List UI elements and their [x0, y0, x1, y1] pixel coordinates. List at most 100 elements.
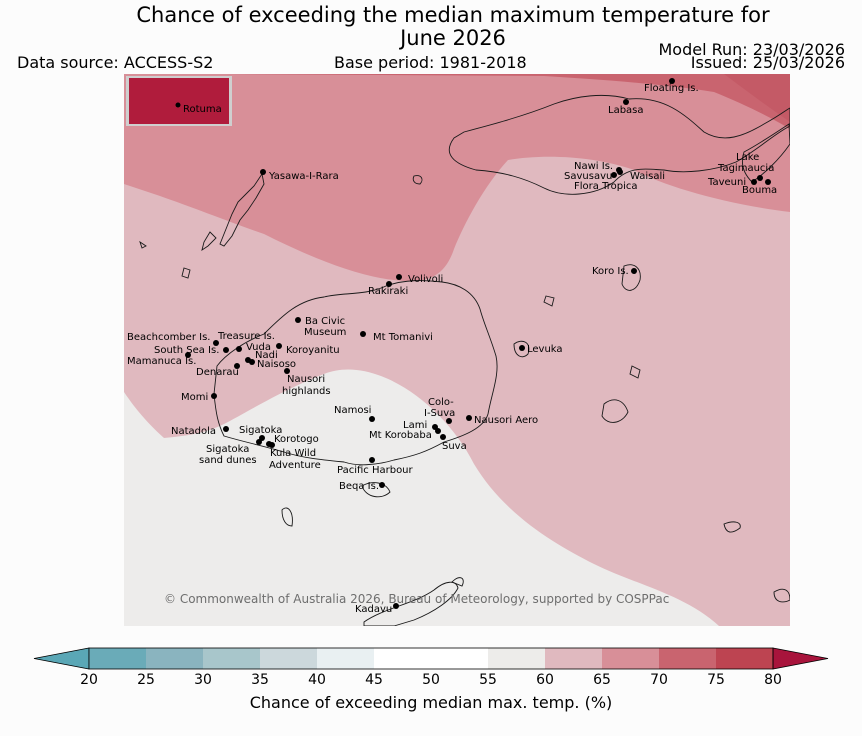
yasawa-coast	[219, 172, 265, 247]
islet	[412, 175, 423, 185]
marker-nausori-aero	[466, 415, 472, 421]
marker-volivoli	[396, 274, 402, 280]
forecast-map: Rotuma	[124, 74, 790, 626]
ovalau-coast	[513, 340, 530, 358]
label-lake: Lake	[736, 152, 759, 163]
label-nausori-aero: Nausori Aero	[474, 415, 538, 426]
marker-floating-is	[669, 78, 675, 84]
label-naisoso: Naisoso	[257, 359, 296, 370]
label-momi: Momi	[181, 392, 208, 403]
zone-65-70	[124, 74, 790, 282]
label-mamanuca-is: Mamanuca Is.	[127, 356, 196, 367]
marker-nausori-highlands	[284, 368, 290, 374]
colorbar-tick-label: 70	[650, 672, 668, 688]
marker-beqa-is	[379, 482, 385, 488]
marker-waisali	[617, 169, 623, 175]
label-nadi: Nadi	[255, 350, 278, 361]
islet	[629, 365, 641, 379]
label-korotogo: Korotogo	[274, 434, 319, 445]
marker-kula-wild-adventure	[269, 442, 275, 448]
marker-treasure-is	[223, 347, 229, 353]
label-lami: Lami	[403, 420, 427, 431]
label-colo: Colo-	[428, 397, 454, 408]
label-yasawa-i-rara: Yasawa-I-Rara	[268, 171, 339, 182]
label-taveuni: Taveuni	[707, 177, 746, 188]
yasawa-south-coast	[201, 231, 217, 252]
colorbar-segment	[659, 648, 716, 669]
colorbar-segment	[374, 648, 431, 669]
label-levuka: Levuka	[527, 344, 563, 355]
label-sigatoka: Sigatoka	[239, 425, 282, 436]
colorbar-tick-label: 80	[764, 672, 782, 688]
colorbar-label: Chance of exceeding median max. temp. (%…	[249, 693, 613, 712]
data-source-label: Data source: ACCESS-S2	[17, 53, 214, 72]
place-labels: Floating Is. Labasa Yasawa-I-Rara Nawi I…	[127, 83, 777, 615]
label-natadola: Natadola	[171, 426, 216, 437]
islet	[451, 577, 464, 587]
label-rakiraki: Rakiraki	[368, 286, 408, 297]
marker-bouma	[765, 179, 771, 185]
label-koro-is: Koro Is.	[592, 266, 629, 277]
colorbar-tick-label: 25	[137, 672, 155, 688]
vanua-levu-coast	[448, 94, 790, 195]
marker-labasa	[623, 99, 629, 105]
koro-coast	[621, 264, 641, 291]
islet	[543, 295, 555, 307]
islet	[139, 240, 147, 249]
marker-mt-tomanivi	[360, 331, 366, 337]
colorbar-segment	[89, 648, 146, 669]
marker-koro-is	[631, 268, 637, 274]
label-treasure-is: Treasure Is.	[217, 331, 275, 342]
marker-vuda	[236, 346, 242, 352]
label-floating-is: Floating Is.	[644, 83, 699, 94]
label-mt-korobaba: Mt Korobaba	[369, 430, 432, 441]
coastlines	[139, 94, 790, 626]
label-suva: Suva	[442, 441, 467, 452]
label-sigatoka-2: Sigatoka	[206, 444, 249, 455]
colorbar-segment	[317, 648, 374, 669]
colorbar-extend-low	[33, 647, 90, 670]
colorbar-extend-high	[772, 647, 829, 670]
colorbar-segment	[488, 648, 545, 669]
copyright-notice: © Commonwealth of Australia 2026, Bureau…	[164, 592, 670, 606]
place-markers	[185, 78, 771, 609]
label-waisali: Waisali	[630, 171, 665, 182]
label-nawi-is: Nawi Is.	[574, 161, 613, 172]
marker-koroyanitu	[276, 343, 282, 349]
page-title: Chance of exceeding the median maximum t…	[136, 3, 770, 27]
colorbar-tick-label: 45	[365, 672, 383, 688]
beqa-coast	[361, 482, 391, 498]
colorbar-tick-label: 20	[80, 672, 98, 688]
label-mt-tomanivi: Mt Tomanivi	[373, 332, 433, 343]
colorbar-segment	[602, 648, 659, 669]
label-i-suva: I-Suva	[424, 408, 455, 419]
gau-coast	[601, 399, 629, 423]
marker-sigatoka-sand-dunes	[256, 439, 262, 445]
label-sand-dunes: sand dunes	[199, 455, 257, 466]
label-highlands: highlands	[282, 386, 331, 397]
marker-levuka	[519, 345, 525, 351]
marker-suva	[440, 434, 446, 440]
colorbar-tick-label: 40	[308, 672, 326, 688]
marker-yasawa-i-rara	[260, 169, 266, 175]
inset-label: Rotuma	[183, 104, 222, 115]
taveuni-coast	[741, 123, 790, 183]
base-period-label: Base period: 1981-2018	[334, 53, 527, 72]
label-denarau: Denarau	[196, 367, 239, 378]
label-bouma: Bouma	[742, 185, 777, 196]
colorbar-tick-label: 50	[422, 672, 440, 688]
vatulele-coast	[281, 507, 293, 527]
label-beachcomber-is: Beachcomber Is.	[127, 332, 210, 343]
marker-mamanuca-is	[185, 352, 191, 358]
colorbar-segment	[431, 648, 488, 669]
colorbar-segment	[260, 648, 317, 669]
marker-colo-i-suva	[446, 418, 452, 424]
marker-savusavu	[611, 172, 617, 178]
label-vuda: Vuda	[246, 342, 271, 353]
label-namosi: Namosi	[334, 405, 371, 416]
marker-naisoso	[249, 359, 255, 365]
marker-mt-korobaba	[435, 428, 441, 434]
rotuma-inset: Rotuma	[126, 76, 232, 126]
label-pacific-harbour: Pacific Harbour	[337, 465, 414, 476]
marker-natadola	[223, 426, 229, 432]
